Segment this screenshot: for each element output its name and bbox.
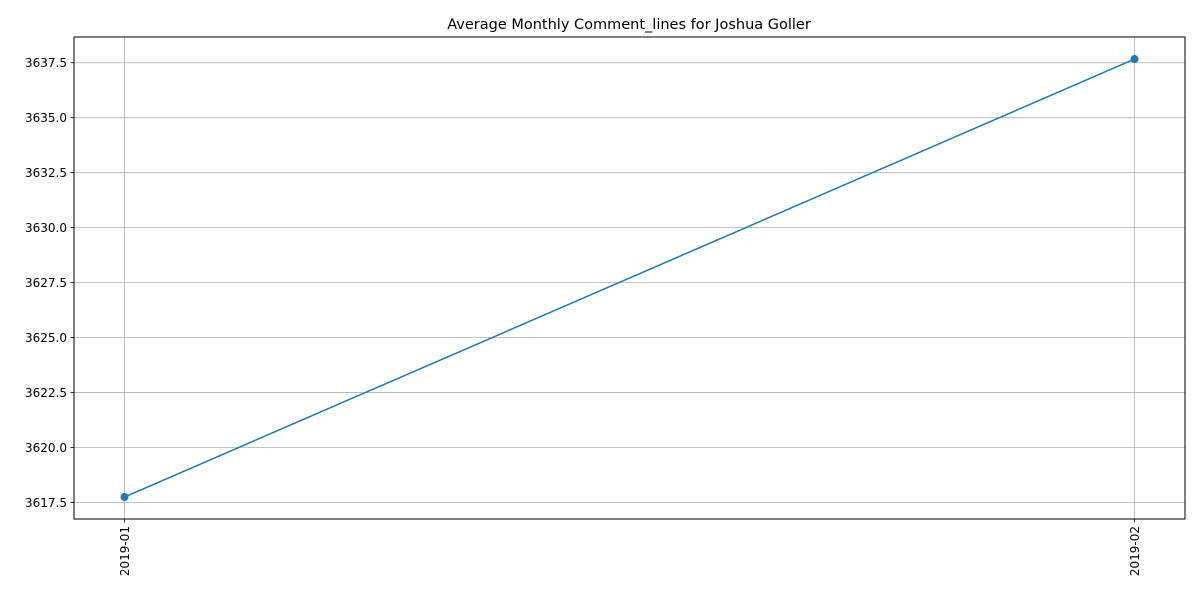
y-tick-label: 3617.5 (25, 496, 67, 510)
y-axis: 3617.5 3620.0 3622.5 3625.0 3627.5 3630.0 3632… (25, 56, 74, 510)
y-tick-label: 3630.0 (25, 221, 67, 235)
plot-area-frame (73, 36, 1186, 520)
x-axis: 2019-01 2019-02 (118, 519, 1142, 576)
series-layer (120, 55, 1139, 502)
series-line (124, 58, 1135, 498)
y-tick-label: 3635.0 (25, 111, 67, 125)
y-tick-label: 3632.5 (25, 166, 67, 180)
data-point (120, 493, 129, 502)
y-tick-label: 3625.0 (25, 331, 67, 345)
y-tick-label: 3622.5 (25, 386, 67, 400)
grid-lines (74, 37, 1185, 519)
x-tick-label: 2019-02 (1128, 526, 1142, 576)
chart-title: Average Monthly Comment_lines for Joshua… (447, 17, 811, 33)
y-tick-label: 3637.5 (25, 56, 67, 70)
y-tick-label: 3620.0 (25, 441, 67, 455)
y-tick-label: 3627.5 (25, 276, 67, 290)
x-tick-label: 2019-01 (118, 526, 132, 576)
data-point (1130, 55, 1139, 64)
